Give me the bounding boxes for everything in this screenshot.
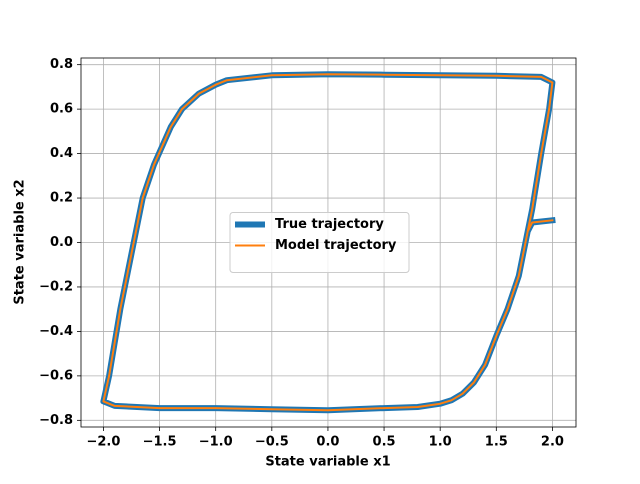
legend-label: Model trajectory <box>275 238 397 253</box>
y-tick-label: 0.0 <box>50 235 73 250</box>
y-tick-label: −0.4 <box>39 324 73 339</box>
x-tick-label: 1.0 <box>429 435 452 450</box>
y-axis-label: State variable x2 <box>13 179 28 304</box>
x-tick-label: 0.0 <box>316 435 339 450</box>
y-tick-label: −0.2 <box>39 279 73 294</box>
x-tick-label: −2.0 <box>86 435 120 450</box>
x-tick-label: −1.0 <box>199 435 233 450</box>
legend: True trajectory Model trajectory <box>229 212 410 273</box>
y-tick-label: 0.4 <box>50 146 73 161</box>
x-tick-label: 0.5 <box>373 435 396 450</box>
x-tick-label: 1.5 <box>485 435 508 450</box>
y-tick-label: 0.2 <box>50 191 73 206</box>
y-tick-label: −0.6 <box>39 368 73 383</box>
y-tick-label: −0.8 <box>39 413 73 428</box>
legend-label: True trajectory <box>275 217 384 232</box>
x-tick-label: 2.0 <box>541 435 564 450</box>
y-tick-label: 0.6 <box>50 102 73 117</box>
y-tick-label: 0.8 <box>50 57 73 72</box>
plot-frame <box>80 57 577 428</box>
x-tick-label: −0.5 <box>255 435 289 450</box>
x-axis-label: State variable x1 <box>265 455 390 470</box>
legend-box <box>229 212 410 273</box>
x-tick-label: −1.5 <box>143 435 177 450</box>
trajectory-line <box>102 73 554 412</box>
